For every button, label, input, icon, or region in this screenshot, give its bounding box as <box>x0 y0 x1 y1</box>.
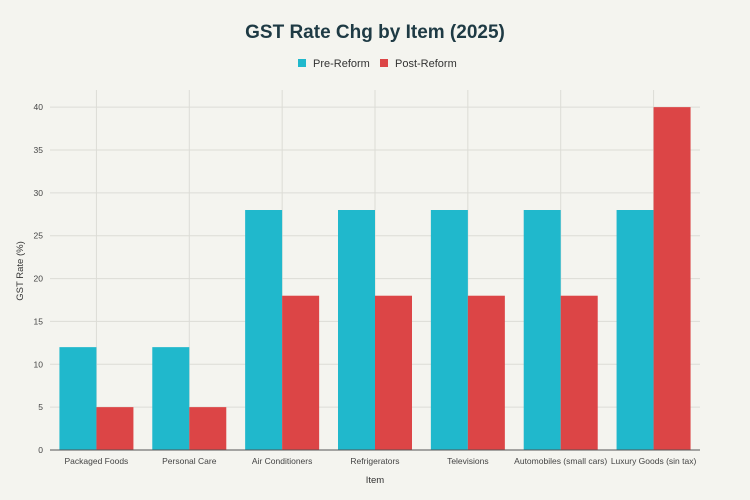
bar-pre-4 <box>430 210 468 450</box>
legend-label-0: Pre-Reform <box>313 58 370 70</box>
bars <box>59 107 691 451</box>
y-tick-label: 25 <box>34 231 44 241</box>
x-axis-title: Item <box>366 475 385 486</box>
x-category-label: Refrigerators <box>350 456 399 466</box>
x-axis-categories: Packaged Foods Personal Care Air Condition… <box>65 456 697 466</box>
y-tick-label: 35 <box>34 145 44 155</box>
chart-title: GST Rate Chg by Item (2025) <box>245 22 505 43</box>
legend-swatch-0 <box>298 59 306 67</box>
y-tick-label: 30 <box>34 188 44 198</box>
bar-post-3 <box>375 295 412 450</box>
bar-pre-5 <box>523 210 561 450</box>
bar-post-0 <box>96 407 134 450</box>
legend-swatch-1 <box>380 59 388 67</box>
y-axis-ticks: 0 5 10 15 20 25 30 35 40 <box>34 102 44 455</box>
x-category-label: Automobiles (small cars) <box>514 456 607 466</box>
legend: Pre-Reform Post-Reform <box>298 58 457 70</box>
x-category-label: Personal Care <box>162 456 217 466</box>
bar-post-4 <box>467 295 505 450</box>
x-category-label: Air Conditioners <box>252 456 312 466</box>
bar-post-6 <box>653 107 691 451</box>
y-tick-label: 40 <box>34 102 44 112</box>
bar-pre-6 <box>616 210 654 450</box>
legend-label-1: Post-Reform <box>395 58 457 70</box>
y-tick-label: 20 <box>34 274 44 284</box>
y-tick-label: 10 <box>34 359 44 369</box>
bar-pre-1 <box>152 347 190 450</box>
bar-pre-0 <box>59 347 97 450</box>
bar-post-1 <box>189 407 227 450</box>
bar-pre-3 <box>338 210 375 450</box>
y-tick-label: 5 <box>38 402 43 412</box>
y-axis-title: GST Rate (%) <box>15 241 26 300</box>
y-tick-label: 0 <box>38 445 43 455</box>
bar-post-5 <box>560 295 598 450</box>
x-category-label: Luxury Goods (sin tax) <box>611 456 697 466</box>
x-category-label: Packaged Foods <box>65 456 129 466</box>
x-category-label: Televisions <box>447 456 489 466</box>
bar-pre-2 <box>245 210 283 450</box>
bar-post-2 <box>282 295 320 450</box>
y-tick-label: 15 <box>34 316 44 326</box>
